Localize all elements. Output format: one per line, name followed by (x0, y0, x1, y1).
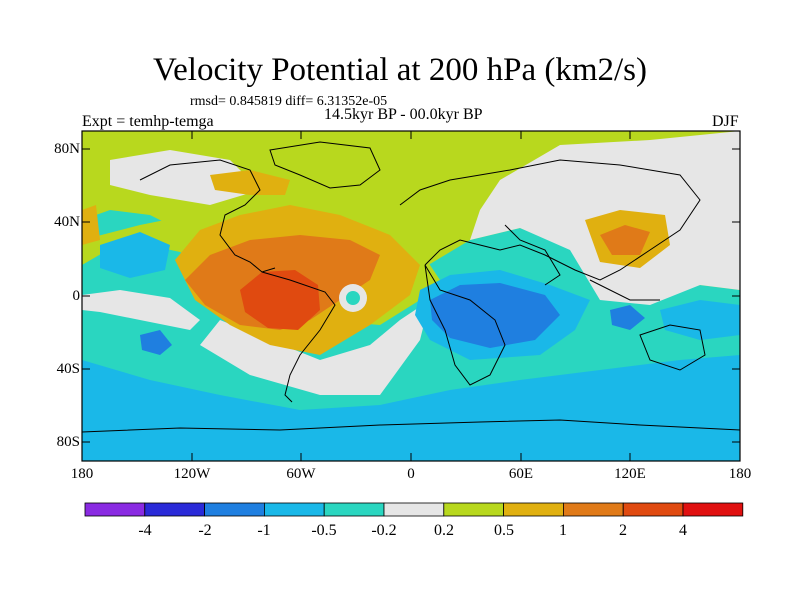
lat-label-80n: 80N (54, 141, 80, 157)
colorbar-box (563, 502, 624, 517)
colorbar-box (682, 502, 744, 517)
colorbar-label: -1 (257, 522, 271, 539)
colorbar-box (144, 502, 206, 517)
colorbar-label: 0.2 (434, 522, 454, 539)
field-min-africa (430, 283, 560, 348)
colorbar-label: 0.5 (494, 522, 514, 539)
field-blue-northpacific (100, 232, 170, 278)
season-label: DJF (712, 113, 739, 130)
lon-label-60e: 60E (508, 466, 534, 482)
colorbar-box (263, 502, 325, 517)
field-max-southamerica (240, 270, 320, 330)
colorbar-label: 4 (679, 522, 687, 539)
map-title: Velocity Potential at 200 hPa (km2/s) (152, 52, 648, 88)
lon-label-0: 0 (407, 466, 415, 482)
field-blue-south (82, 355, 740, 461)
colorbar-box (443, 502, 504, 517)
colorbar-label: -0.2 (371, 522, 397, 539)
field-min-maritime (610, 305, 645, 330)
colorbar-label: -0.5 (311, 522, 337, 539)
field-grey-southatlantic (200, 300, 430, 395)
field-layer (82, 131, 740, 461)
lat-ticks (82, 148, 740, 443)
lon-label-120w: 120W (173, 466, 211, 482)
field-grey-pacific (82, 290, 200, 330)
experiment-label: Expt = temhp-temga (82, 113, 214, 130)
period-label: 14.5kyr BP - 00.0kyr BP (324, 106, 483, 123)
colorbar (84, 502, 744, 517)
coastlines (82, 141, 740, 433)
field-blue-southpacific (140, 330, 172, 355)
lon-label-180e: 180 (728, 466, 752, 482)
lon-label-180w: 180 (70, 466, 94, 482)
colorbar-box (323, 502, 385, 517)
field-ring-center (346, 291, 360, 305)
colorbar-label: 1 (559, 522, 567, 539)
colorbar-label: 2 (619, 522, 627, 539)
field-orange-eastasia (600, 225, 650, 255)
colorbar-box (204, 502, 265, 517)
field-grey-arctic (110, 150, 260, 205)
lat-label-40s: 40S (56, 361, 80, 377)
field-blue-australia (660, 300, 740, 340)
colorbar-box (622, 502, 684, 517)
field-yellow-west (82, 205, 100, 245)
colorbar-box (503, 502, 564, 517)
lat-label-80s: 80S (56, 434, 80, 450)
lon-label-60w: 60W (286, 466, 316, 482)
colorbar-label: -2 (198, 522, 212, 539)
colorbar-box (383, 502, 445, 517)
lon-label-120e: 120E (614, 466, 646, 482)
field-yellow-northamerica (210, 170, 290, 195)
stats-text: rmsd= 0.845819 diff= 6.31352e-05 (190, 94, 388, 109)
lat-label-0: 0 (72, 288, 81, 304)
colorbar-label: -4 (138, 522, 152, 539)
lon-ticks (81, 131, 631, 461)
colorbar-box (84, 502, 146, 517)
lat-label-40n: 40N (54, 214, 80, 230)
